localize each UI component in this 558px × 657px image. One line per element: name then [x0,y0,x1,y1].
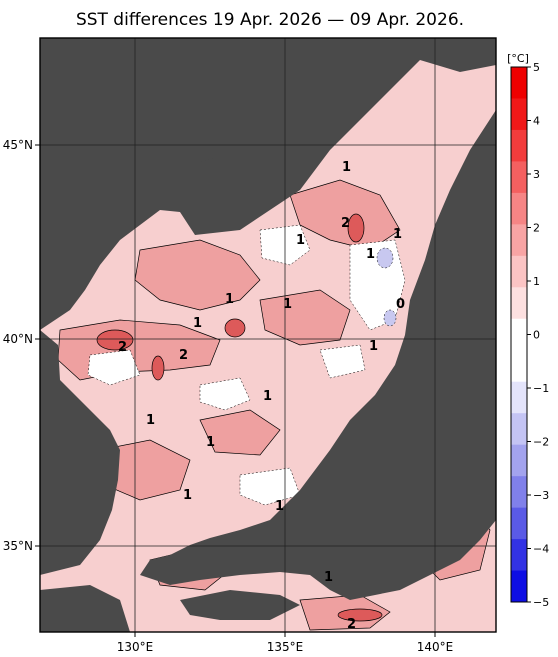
contour-label: 1 [369,339,378,354]
contour-label: 1 [393,227,402,242]
contour-label: 2 [347,617,356,632]
map-frame [39,37,497,633]
colorbar-tick-label: 1 [533,275,540,288]
contour-label: 1 [366,247,375,262]
contour-label: 1 [146,413,155,428]
contour-label: 2 [179,348,188,363]
land-asia-north [40,38,496,330]
contour-label: 1 [342,160,351,175]
colorbar-segment [511,224,527,257]
land-sakhalin-fragment [194,130,218,162]
axis-ticks [35,144,436,637]
contour-label: 0 [396,297,405,312]
map-title: SST differences 19 Apr. 2026 — 09 Apr. 2… [75,10,465,30]
cold-anomaly-patches [376,247,397,327]
colorbar-segment [511,413,527,445]
lat-tick-45: 45°N [3,138,33,152]
colorbar-tick-label: 2 [533,222,540,235]
colorbar-segment [511,539,527,571]
colorbar-segment [511,476,527,508]
contour-label: 1 [206,435,215,450]
grid-lines [40,38,496,632]
colorbar-unit: [°C] [507,52,529,65]
colorbar-segment [511,67,527,99]
colorbar-segment [511,444,527,477]
land-shikoku [180,590,300,620]
lon-tick-130: 130°E [117,640,154,654]
lon-tick-140: 140°E [417,640,454,654]
colorbar-segment [511,318,527,351]
colorbar-tick-label: −2 [533,436,549,449]
colorbar-segment [511,570,527,603]
colorbar [510,66,528,603]
land-kyushu [40,585,130,632]
contour-label: 1 [263,389,272,404]
colorbar-tick-label: −5 [533,596,549,609]
contour-label: 1 [275,499,284,514]
contour-label: 1 [296,233,305,248]
contour-label: 2 [341,216,350,231]
colorbar-tick-label: −3 [533,489,549,502]
colorbar-segment [511,255,527,288]
land-masses [40,38,496,632]
contour-labels: 1 2 1 1 1 0 1 1 1 1 2 2 1 1 1 1 1 1 2 [118,160,405,632]
lon-tick-135: 135°E [267,640,304,654]
colorbar-segment [511,287,527,320]
colorbar-tick-label: −4 [533,543,549,556]
colorbar-tick-label: 3 [533,168,540,181]
map-plot-area: 1 2 1 1 1 0 1 1 1 1 2 2 1 1 1 1 1 1 2 [40,38,496,632]
colorbar-tick-label: −1 [533,382,549,395]
contour-label: 1 [324,570,333,585]
colorbar-tick-label: 0 [533,329,540,342]
colorbar-segment [511,507,527,540]
contour-label: 1 [283,297,292,312]
contour-label: 1 [225,292,234,307]
colorbar-segment [511,98,527,131]
colorbar-segment [511,129,527,162]
colorbar-segment [511,350,527,383]
lat-tick-35: 35°N [3,539,33,553]
colorbar-tick-label: 5 [533,61,540,74]
colorbar-segment [511,192,527,225]
colorbar-segment [511,161,527,194]
contour-label: 1 [193,316,202,331]
contour-label: 2 [118,340,127,355]
colorbar-tick-label: 4 [533,115,540,128]
colorbar-ticks: 5 4 3 2 1 0 −1 −2 −3 −4 −5 [527,61,549,609]
colorbar-segment [511,381,527,414]
land-honshu [140,110,496,600]
lat-tick-40: 40°N [3,332,33,346]
contour-label: 1 [183,488,192,503]
land-korea [40,330,120,575]
